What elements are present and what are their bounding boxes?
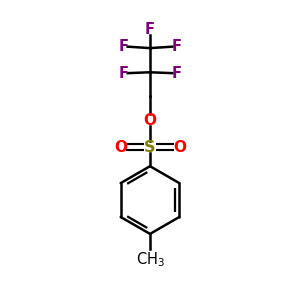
Text: O: O xyxy=(143,113,157,128)
Text: O: O xyxy=(173,140,186,154)
Text: CH$_3$: CH$_3$ xyxy=(136,250,164,269)
Text: F: F xyxy=(118,66,128,81)
Text: F: F xyxy=(145,22,155,38)
Text: F: F xyxy=(172,39,182,54)
Text: F: F xyxy=(172,66,182,81)
Text: O: O xyxy=(114,140,127,154)
Text: F: F xyxy=(118,39,128,54)
Text: S: S xyxy=(144,140,156,154)
